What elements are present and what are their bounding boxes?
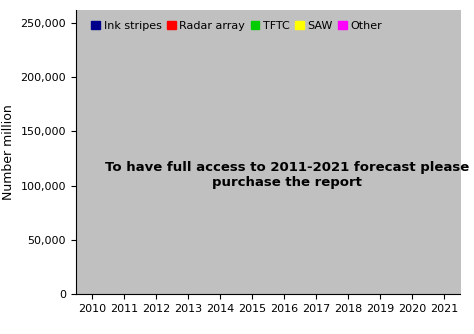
Legend: Ink stripes, Radar array, TFTC, SAW, Other: Ink stripes, Radar array, TFTC, SAW, Oth… [89,18,384,33]
Y-axis label: Number million: Number million [2,104,15,200]
Text: To have full access to 2011-2021 forecast please
purchase the report: To have full access to 2011-2021 forecas… [105,161,469,189]
